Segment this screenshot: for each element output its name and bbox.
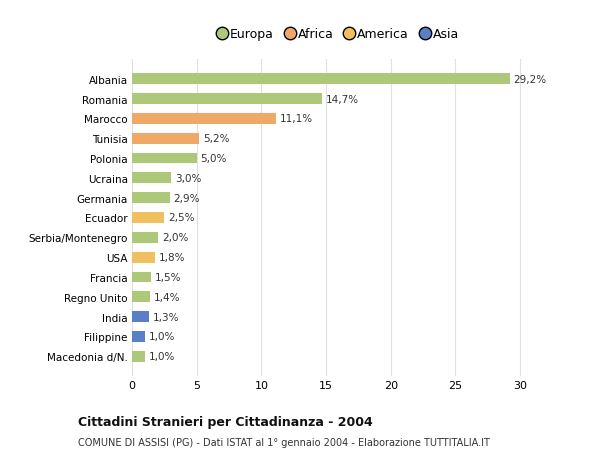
Bar (132, 173, 171, 184)
Bar (132, 252, 155, 263)
Bar (132, 312, 149, 322)
Text: 1,8%: 1,8% (159, 252, 185, 263)
Bar (132, 193, 170, 204)
Bar (132, 351, 145, 362)
Bar (132, 213, 164, 224)
Text: 1,3%: 1,3% (152, 312, 179, 322)
Text: 2,5%: 2,5% (168, 213, 195, 223)
Bar (132, 272, 151, 283)
Bar (132, 153, 197, 164)
Bar (132, 134, 199, 144)
Text: COMUNE DI ASSISI (PG) - Dati ISTAT al 1° gennaio 2004 - Elaborazione TUTTITALIA.: COMUNE DI ASSISI (PG) - Dati ISTAT al 1°… (78, 437, 490, 447)
Text: 11,1%: 11,1% (280, 114, 313, 124)
Bar (132, 331, 145, 342)
Bar (132, 232, 158, 243)
Text: 1,0%: 1,0% (149, 352, 175, 362)
Bar (132, 114, 275, 124)
Text: 2,0%: 2,0% (162, 233, 188, 243)
Text: Cittadini Stranieri per Cittadinanza - 2004: Cittadini Stranieri per Cittadinanza - 2… (78, 415, 373, 428)
Text: 5,0%: 5,0% (200, 154, 227, 164)
Text: 3,0%: 3,0% (175, 174, 201, 184)
Text: 1,4%: 1,4% (154, 292, 181, 302)
Bar (132, 74, 510, 85)
Text: 5,2%: 5,2% (203, 134, 230, 144)
Legend: Europa, Africa, America, Asia: Europa, Africa, America, Asia (219, 28, 459, 41)
Text: 29,2%: 29,2% (514, 74, 547, 84)
Text: 14,7%: 14,7% (326, 94, 359, 104)
Text: 1,5%: 1,5% (155, 272, 182, 282)
Bar (132, 292, 150, 302)
Text: 1,0%: 1,0% (149, 332, 175, 342)
Bar (132, 94, 322, 105)
Text: 2,9%: 2,9% (173, 193, 200, 203)
